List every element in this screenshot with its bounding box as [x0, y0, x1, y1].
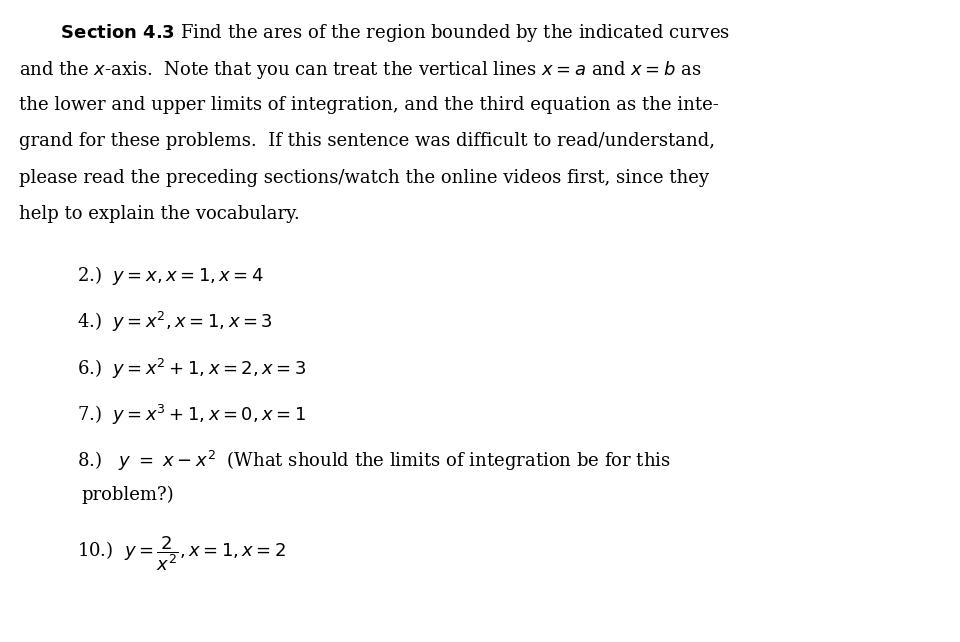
Text: 8.)   $y \ = \ x - x^2$  (What should the limits of integration be for this: 8.) $y \ = \ x - x^2$ (What should the l…: [77, 449, 671, 473]
Text: please read the preceding sections/watch the online videos first, since they: please read the preceding sections/watch…: [19, 169, 709, 187]
Text: 7.)  $y = x^3 + 1, x = 0, x = 1$: 7.) $y = x^3 + 1, x = 0, x = 1$: [77, 403, 306, 427]
Text: 6.)  $y = x^2 + 1, x = 2, x = 3$: 6.) $y = x^2 + 1, x = 2, x = 3$: [77, 356, 306, 381]
Text: 2.)  $y = x, x = 1, x = 4$: 2.) $y = x, x = 1, x = 4$: [77, 264, 264, 287]
Text: and the $x$-axis.  Note that you can treat the vertical lines $x = a$ and $x = b: and the $x$-axis. Note that you can trea…: [19, 59, 702, 81]
Text: the lower and upper limits of integration, and the third equation as the inte-: the lower and upper limits of integratio…: [19, 96, 719, 114]
Text: help to explain the vocabulary.: help to explain the vocabulary.: [19, 205, 300, 223]
Text: $\mathbf{Section\ 4.3}$ Find the ares of the region bounded by the indicated cur: $\mathbf{Section\ 4.3}$ Find the ares of…: [38, 22, 731, 44]
Text: 10.)  $y = \dfrac{2}{x^2}, x = 1, x = 2$: 10.) $y = \dfrac{2}{x^2}, x = 1, x = 2$: [77, 534, 286, 573]
Text: 4.)  $y = x^2, x = 1, x = 3$: 4.) $y = x^2, x = 1, x = 3$: [77, 310, 273, 334]
Text: problem?): problem?): [82, 485, 174, 504]
Text: grand for these problems.  If this sentence was difficult to read/understand,: grand for these problems. If this senten…: [19, 132, 715, 150]
